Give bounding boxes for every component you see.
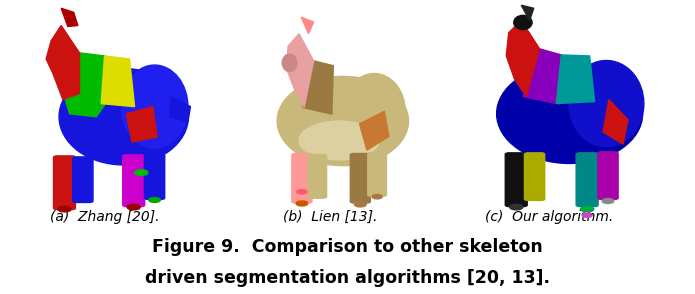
Polygon shape [523, 49, 562, 103]
FancyBboxPatch shape [505, 153, 528, 206]
FancyBboxPatch shape [350, 153, 370, 203]
FancyBboxPatch shape [73, 157, 93, 203]
Text: (c)  Our algorithm.: (c) Our algorithm. [485, 210, 613, 224]
Text: Figure 9.  Comparison to other skeleton: Figure 9. Comparison to other skeleton [152, 238, 543, 256]
Circle shape [135, 170, 148, 176]
FancyBboxPatch shape [292, 153, 312, 203]
Polygon shape [506, 21, 539, 96]
Polygon shape [170, 96, 190, 122]
Ellipse shape [59, 69, 188, 165]
Ellipse shape [343, 74, 405, 149]
Circle shape [582, 213, 592, 217]
Circle shape [509, 204, 523, 210]
FancyBboxPatch shape [525, 153, 545, 201]
Polygon shape [126, 107, 157, 142]
FancyBboxPatch shape [145, 154, 165, 199]
Ellipse shape [121, 65, 188, 148]
Circle shape [296, 201, 308, 206]
Ellipse shape [514, 15, 532, 30]
Circle shape [602, 198, 614, 203]
Polygon shape [603, 100, 628, 144]
Ellipse shape [569, 61, 644, 147]
Circle shape [372, 195, 382, 199]
Ellipse shape [497, 64, 643, 163]
Polygon shape [556, 55, 595, 103]
Polygon shape [61, 8, 78, 26]
Circle shape [58, 206, 71, 212]
Ellipse shape [299, 121, 379, 160]
FancyBboxPatch shape [598, 152, 618, 199]
Text: (b)  Lien [13].: (b) Lien [13]. [283, 210, 377, 224]
Circle shape [354, 202, 366, 207]
Ellipse shape [282, 54, 297, 71]
Polygon shape [359, 111, 389, 150]
FancyBboxPatch shape [368, 153, 386, 196]
FancyBboxPatch shape [576, 153, 598, 206]
Circle shape [127, 204, 140, 210]
Circle shape [149, 198, 161, 203]
Polygon shape [46, 26, 79, 100]
Polygon shape [65, 53, 107, 117]
Polygon shape [303, 61, 334, 114]
Circle shape [580, 206, 594, 212]
Ellipse shape [277, 76, 409, 166]
Polygon shape [521, 5, 534, 21]
Polygon shape [286, 34, 313, 107]
Polygon shape [101, 56, 135, 107]
FancyBboxPatch shape [54, 156, 76, 210]
Text: (a)  Zhang [20].: (a) Zhang [20]. [49, 210, 159, 224]
FancyBboxPatch shape [123, 155, 145, 206]
Polygon shape [301, 17, 313, 34]
Text: driven segmentation algorithms [20, 13].: driven segmentation algorithms [20, 13]. [145, 269, 550, 287]
FancyBboxPatch shape [308, 154, 327, 198]
Circle shape [297, 190, 307, 194]
